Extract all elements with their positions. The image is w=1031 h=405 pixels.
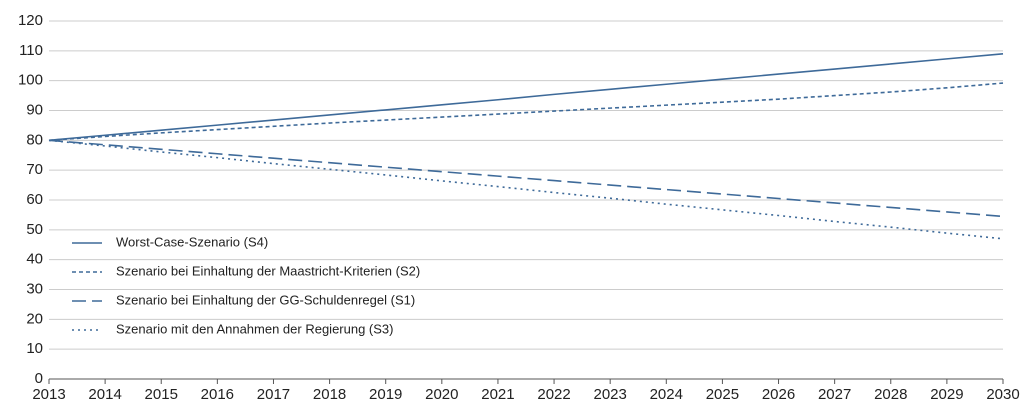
legend-label: Szenario mit den Annahmen der Regierung … (116, 321, 394, 336)
x-tick-label: 2028 (874, 386, 907, 403)
x-tick-label: 2030 (986, 386, 1019, 403)
x-tick-label: 2013 (32, 386, 65, 403)
series-line (48, 139, 1004, 240)
y-tick-label: 30 (26, 280, 43, 297)
y-tick-label: 60 (26, 191, 43, 208)
y-tick-label: 10 (26, 340, 43, 357)
x-tick-label: 2026 (762, 386, 795, 403)
x-tick-label: 2016 (201, 386, 234, 403)
x-tick-label: 2018 (313, 386, 346, 403)
x-tick-label: 2019 (369, 386, 402, 403)
x-tick-label: 2014 (88, 386, 121, 403)
series-line (48, 139, 1004, 218)
y-tick-label: 90 (26, 101, 43, 118)
series-line (48, 53, 1004, 142)
x-tick-label: 2024 (650, 386, 683, 403)
series-line (48, 82, 1004, 142)
x-tick-label: 2015 (145, 386, 178, 403)
legend-label: Worst-Case-Szenario (S4) (116, 234, 268, 249)
y-tick-label: 20 (26, 310, 43, 327)
x-tick-label: 2027 (818, 386, 851, 403)
legend-label: Szenario bei Einhaltung der Maastricht-K… (116, 263, 420, 278)
y-tick-label: 120 (18, 12, 43, 29)
x-tick-label: 2020 (425, 386, 458, 403)
x-tick-label: 2029 (930, 386, 963, 403)
x-tick-label: 2023 (593, 386, 626, 403)
y-tick-label: 40 (26, 251, 43, 268)
y-tick-label: 50 (26, 221, 43, 238)
y-tick-label: 110 (19, 42, 43, 59)
x-tick-label: 2022 (537, 386, 570, 403)
y-tick-label: 70 (26, 161, 43, 178)
y-tick-label: 0 (35, 370, 43, 387)
y-tick-label: 80 (26, 131, 43, 148)
y-tick-label: 100 (18, 72, 43, 89)
x-tick-label: 2025 (706, 386, 739, 403)
x-tick-label: 2021 (481, 386, 514, 403)
legend-label: Szenario bei Einhaltung der GG-Schuldenr… (116, 292, 415, 307)
x-tick-label: 2017 (257, 386, 290, 403)
